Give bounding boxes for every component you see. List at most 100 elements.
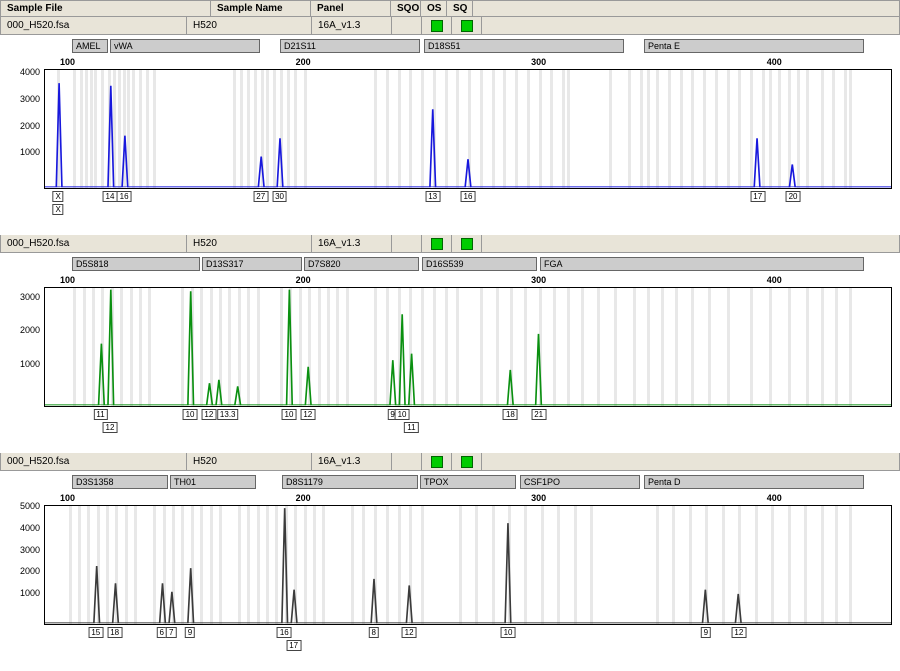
allele-labels: XX1416273013161720 bbox=[44, 191, 892, 221]
os-indicator bbox=[422, 453, 452, 470]
status-icon bbox=[461, 238, 473, 250]
locus-label: D8S1179 bbox=[282, 475, 418, 489]
os-indicator bbox=[422, 17, 452, 34]
allele-call: 9 bbox=[701, 627, 711, 638]
y-axis: 1000 2000 3000 bbox=[4, 287, 42, 407]
allele-call: 16 bbox=[117, 191, 132, 202]
sample-row: 000_H520.fsaH52016A_v1.3 bbox=[0, 17, 900, 35]
allele-call: 12 bbox=[300, 409, 315, 420]
x-tick: 300 bbox=[531, 275, 546, 285]
allele-call: 7 bbox=[166, 627, 176, 638]
allele-labels: 1112101213.31012910111821 bbox=[44, 409, 892, 439]
status-icon bbox=[431, 456, 443, 468]
allele-call: 21 bbox=[531, 409, 546, 420]
x-tick: 100 bbox=[60, 493, 75, 503]
locus-label: vWA bbox=[110, 39, 260, 53]
panel-name: 16A_v1.3 bbox=[312, 453, 392, 470]
header-sqo: SQO bbox=[391, 1, 421, 16]
x-tick: 100 bbox=[60, 57, 75, 67]
y-axis: 10002000300040005000 bbox=[4, 505, 42, 625]
allele-labels: 1518679161781210912 bbox=[44, 627, 892, 657]
locus-label: D13S317 bbox=[202, 257, 302, 271]
x-tick: 400 bbox=[767, 275, 782, 285]
locus-label: D5S818 bbox=[72, 257, 200, 271]
sample-file: 000_H520.fsa bbox=[1, 17, 187, 34]
y-tick: 3000 bbox=[20, 545, 40, 555]
sample-name: H520 bbox=[187, 453, 312, 470]
y-tick: 2000 bbox=[20, 325, 40, 335]
x-tick: 100 bbox=[60, 275, 75, 285]
trace-svg bbox=[45, 70, 891, 188]
allele-call: 17 bbox=[286, 640, 301, 651]
status-icon bbox=[431, 238, 443, 250]
allele-call: 9 bbox=[185, 627, 195, 638]
locus-label: TPOX bbox=[420, 475, 516, 489]
locus-label: TH01 bbox=[170, 475, 256, 489]
allele-call: 20 bbox=[786, 191, 801, 202]
locus-label: Penta E bbox=[644, 39, 864, 53]
locus-label: CSF1PO bbox=[520, 475, 640, 489]
sq-indicator bbox=[452, 17, 482, 34]
sample-file: 000_H520.fsa bbox=[1, 235, 187, 252]
x-axis: 100 200 300 400 bbox=[44, 275, 892, 287]
sqo-cell bbox=[392, 453, 422, 470]
y-tick: 3000 bbox=[20, 94, 40, 104]
allele-call: 15 bbox=[88, 627, 103, 638]
panel-name: 16A_v1.3 bbox=[312, 17, 392, 34]
plot-area bbox=[44, 505, 892, 625]
allele-call: 12 bbox=[201, 409, 216, 420]
y-tick: 4000 bbox=[20, 523, 40, 533]
status-icon bbox=[461, 20, 473, 32]
sample-row: 000_H520.fsaH52016A_v1.3 bbox=[0, 453, 900, 471]
y-tick: 5000 bbox=[20, 501, 40, 511]
allele-call: 11 bbox=[404, 422, 418, 433]
allele-call: 17 bbox=[750, 191, 765, 202]
locus-label: AMEL bbox=[72, 39, 108, 53]
electropherogram-panel: 1002003004001000200030004000XX1416273013… bbox=[4, 57, 896, 227]
x-tick: 200 bbox=[296, 493, 311, 503]
sample-file: 000_H520.fsa bbox=[1, 453, 187, 470]
allele-call: 10 bbox=[282, 409, 297, 420]
locus-label: D21S11 bbox=[280, 39, 420, 53]
allele-call: 10 bbox=[501, 627, 516, 638]
sample-name: H520 bbox=[187, 235, 312, 252]
x-axis: 100200300400 bbox=[44, 57, 892, 69]
table-header: Sample FileSample NamePanelSQOOSSQ bbox=[0, 0, 900, 17]
allele-call: 12 bbox=[103, 422, 118, 433]
allele-call: X bbox=[52, 191, 63, 202]
plot-area bbox=[44, 69, 892, 189]
sample-name: H520 bbox=[187, 17, 312, 34]
y-tick: 1000 bbox=[20, 359, 40, 369]
trace-svg bbox=[45, 506, 891, 624]
locus-label: D16S539 bbox=[422, 257, 537, 271]
allele-call: 27 bbox=[253, 191, 268, 202]
allele-call: 8 bbox=[369, 627, 379, 638]
allele-call: 18 bbox=[107, 627, 122, 638]
locus-label: D18S51 bbox=[424, 39, 624, 53]
sq-indicator bbox=[452, 235, 482, 252]
x-tick: 200 bbox=[296, 275, 311, 285]
electropherogram-panel: 1002003004001000200030004000500015186791… bbox=[4, 493, 896, 663]
sq-indicator bbox=[452, 453, 482, 470]
y-tick: 2000 bbox=[20, 566, 40, 576]
allele-call: 12 bbox=[731, 627, 746, 638]
allele-call: 14 bbox=[103, 191, 118, 202]
header-panel: Panel bbox=[311, 1, 391, 16]
allele-call: 30 bbox=[272, 191, 287, 202]
trace-svg bbox=[45, 288, 891, 406]
status-icon bbox=[431, 20, 443, 32]
os-indicator bbox=[422, 235, 452, 252]
allele-call: X bbox=[52, 204, 63, 215]
header-os: OS bbox=[421, 1, 447, 16]
electropherogram-panel: 1002003004001000200030001112101213.31012… bbox=[4, 275, 896, 445]
sqo-cell bbox=[392, 235, 422, 252]
allele-call: 11 bbox=[93, 409, 107, 420]
header-sample_file: Sample File bbox=[1, 1, 211, 16]
allele-call: 13 bbox=[425, 191, 440, 202]
x-tick: 400 bbox=[767, 493, 782, 503]
locus-label: Penta D bbox=[644, 475, 864, 489]
x-tick: 300 bbox=[531, 493, 546, 503]
y-tick: 3000 bbox=[20, 292, 40, 302]
loci-bar: D5S818D13S317D7S820D16S539FGA bbox=[0, 253, 900, 273]
header-sq: SQ bbox=[447, 1, 473, 16]
